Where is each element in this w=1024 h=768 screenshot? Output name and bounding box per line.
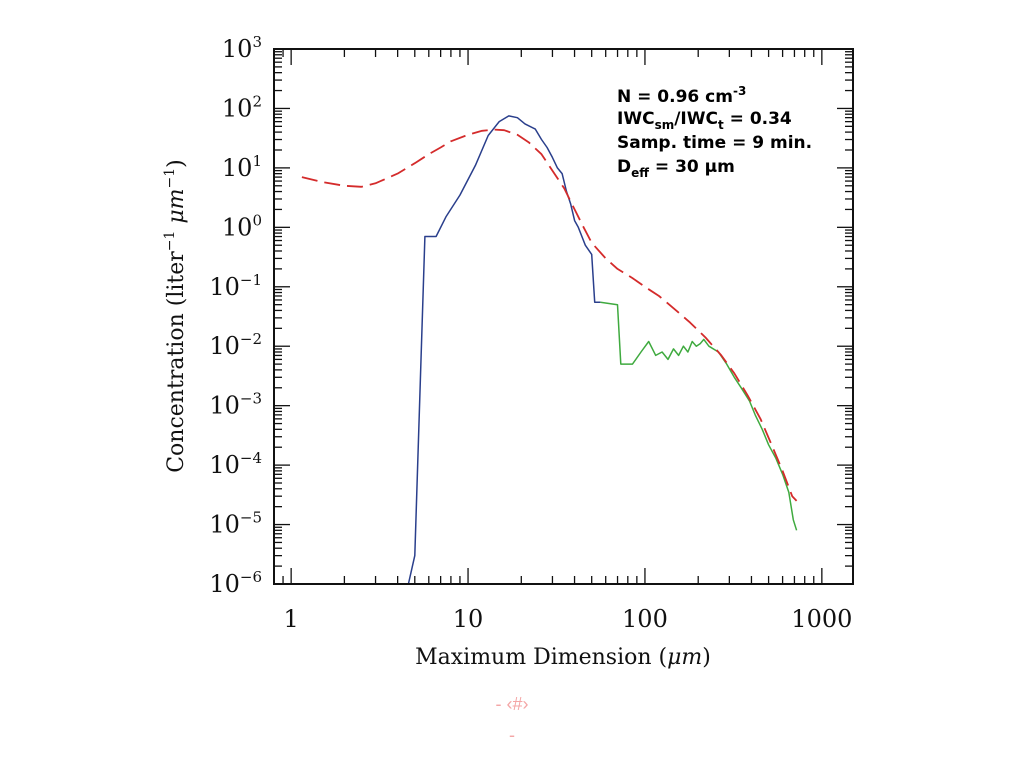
y-tick-label: 10−2: [209, 330, 262, 360]
annotation-block: N = 0.96 cm-3 IWCsm/IWCt = 0.34 Samp. ti…: [617, 84, 812, 180]
y-tick-label: 101: [222, 152, 262, 182]
y-tick-label: 103: [222, 33, 262, 63]
y-tick-label: 100: [222, 211, 262, 241]
series-layer: [301, 115, 798, 585]
y-tick-label: 10−3: [209, 390, 262, 420]
series-line-3: [301, 128, 798, 502]
x-tick-labels: 1 10 100 1000: [284, 605, 853, 633]
axis-ticks: [273, 48, 853, 585]
footer-dash: -: [509, 725, 515, 745]
x-tick-label: 10: [453, 605, 484, 633]
y-tick-labels: 103 102 101 100 10−1 10−2 10−3 10−4 10−5 10−6: [209, 33, 262, 598]
x-tick-label: 100: [622, 605, 668, 633]
x-tick-label: 1: [284, 605, 299, 633]
annotation-deff: Deff = 30 μm: [617, 157, 735, 180]
y-tick-label: 10−5: [209, 509, 262, 539]
y-tick-label: 102: [222, 92, 262, 122]
y-tick-label: 10−4: [209, 449, 262, 479]
annotation-n: N = 0.96 cm-3: [617, 84, 746, 107]
series-line-2: [600, 301, 798, 531]
x-tick-label: 1000: [791, 605, 852, 633]
annotation-iwc: IWCsm/IWCt = 0.34: [617, 109, 792, 132]
plot-frame: [273, 48, 854, 585]
annotation-samp-time: Samp. time = 9 min.: [617, 133, 812, 153]
x-axis-label: Maximum Dimension (μm): [415, 645, 711, 670]
y-tick-label: 10−1: [209, 271, 262, 301]
y-tick-label: 10−6: [209, 568, 262, 598]
slide-number: - ‹#›: [495, 694, 529, 714]
y-axis-label: Concentration (liter−1 μm−1): [162, 159, 189, 473]
series-line-1: [344, 115, 601, 585]
